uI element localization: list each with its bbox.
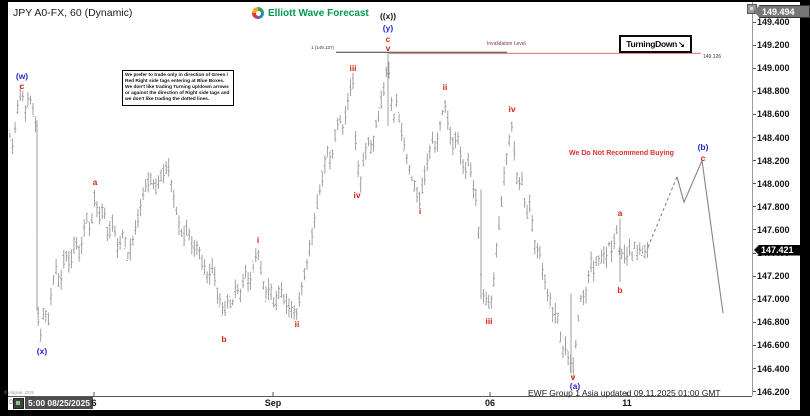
price-tick-label: 147.200 xyxy=(757,271,790,282)
wave-label: i xyxy=(256,235,260,245)
price-tick-label: 148.200 xyxy=(757,155,790,166)
price-axis[interactable] xyxy=(753,2,800,396)
wave-label: c xyxy=(19,81,25,91)
invalidation-price-label: 149.126 xyxy=(703,54,722,60)
price-tick xyxy=(753,275,756,277)
wave-label: a xyxy=(92,177,98,187)
time-tick-label: 11 xyxy=(622,398,632,408)
time-tick-label: 6 xyxy=(91,398,97,408)
price-tick-label: 146.400 xyxy=(757,363,790,374)
wave-label: (a) xyxy=(569,381,581,391)
chart-plot-area[interactable] xyxy=(8,2,752,396)
wave-label: ii xyxy=(294,319,300,329)
wave-label: c xyxy=(385,34,391,44)
chart-title: JPY A0-FX, 60 (Dynamic) xyxy=(13,7,133,19)
time-tick-label: 06 xyxy=(484,398,496,408)
axis-separator xyxy=(752,2,753,396)
wave-label: b xyxy=(617,285,623,295)
price-tick xyxy=(753,44,756,46)
time-axis-line xyxy=(8,396,752,397)
time-tick xyxy=(489,392,491,396)
wave-label: ii xyxy=(442,82,448,92)
esignal-copyright: © eSignal, 2025 xyxy=(4,390,34,395)
price-tick-label: 146.800 xyxy=(757,317,790,328)
wave-label: (x) xyxy=(36,346,48,356)
wave-label: iv xyxy=(508,104,516,114)
price-tick xyxy=(753,90,756,92)
turning-down-text: TurningDown xyxy=(626,39,678,49)
wave-label: v xyxy=(385,43,391,53)
wave-label: iii xyxy=(349,63,357,73)
update-footer: EWF Group 1 Asia updated 09.11.2025 01:0… xyxy=(528,388,721,398)
session-time-badge: 5:00 08/25/2025 xyxy=(25,397,93,409)
price-tick-label: 148.600 xyxy=(757,109,790,120)
time-tick xyxy=(93,392,95,396)
price-tick-label: 149.400 xyxy=(757,17,790,27)
invalidation-level-label: Invalidation Level xyxy=(487,41,526,47)
price-tick xyxy=(753,206,756,208)
wave-label: ((x)) xyxy=(379,11,397,21)
wave-label: b xyxy=(221,334,227,344)
wave-label: iv xyxy=(353,190,361,200)
no-buy-warning: We Do Not Recommend Buying xyxy=(569,150,674,157)
brand-logo: Elliott Wave Forecast xyxy=(252,7,369,19)
time-tick xyxy=(272,392,274,396)
down-right-arrow-icon: ↘ xyxy=(678,39,685,49)
turning-down-tag: TurningDown ↘ xyxy=(619,35,692,53)
price-tick-label: 147.000 xyxy=(757,294,790,305)
price-tick-label: 148.400 xyxy=(757,132,790,143)
wave-label: v xyxy=(570,372,576,382)
price-tick xyxy=(753,252,756,254)
price-tick-label: 146.600 xyxy=(757,340,790,351)
price-tick xyxy=(753,344,756,346)
price-tick-label: 147.600 xyxy=(757,224,790,235)
current-price-badge: 147.421 xyxy=(754,244,808,256)
price-tick xyxy=(753,321,756,323)
brand-globe-icon xyxy=(252,7,264,19)
price-tick-label: 148.000 xyxy=(757,178,790,189)
trading-note-box: We prefer to trade only in direction of … xyxy=(122,70,234,106)
wave-label: iii xyxy=(485,316,493,326)
price-tick xyxy=(753,160,756,162)
price-tick xyxy=(753,21,756,23)
wave-label: c xyxy=(700,153,706,163)
price-tick-label: 146.200 xyxy=(757,386,790,397)
price-tick xyxy=(753,137,756,138)
wave-label: i xyxy=(418,206,422,216)
price-tick xyxy=(753,183,756,185)
price-tick xyxy=(753,229,756,231)
price-tick-label: 148.800 xyxy=(757,86,790,97)
price-tick xyxy=(753,67,756,69)
price-tick xyxy=(753,368,756,369)
price-tick xyxy=(753,391,756,393)
session-high-badge: 149.494 xyxy=(754,5,810,18)
price-tick-label: 149.000 xyxy=(757,63,790,74)
price-tick xyxy=(753,113,756,115)
invalidation-ref-label: 1 (149.137) xyxy=(310,45,334,50)
wave-label: (b) xyxy=(697,142,709,152)
time-tick xyxy=(626,392,628,396)
time-tick-label: Sep xyxy=(264,398,282,408)
wave-label: a xyxy=(617,208,623,218)
price-tick xyxy=(753,298,756,300)
chart-tool-icon[interactable] xyxy=(13,398,24,409)
brand-name: Elliott Wave Forecast xyxy=(268,7,369,19)
wave-label: (y) xyxy=(382,23,394,33)
price-tick-label: 149.200 xyxy=(757,40,790,51)
wave-label: (w) xyxy=(15,71,29,81)
price-tick-label: 147.800 xyxy=(757,201,790,212)
